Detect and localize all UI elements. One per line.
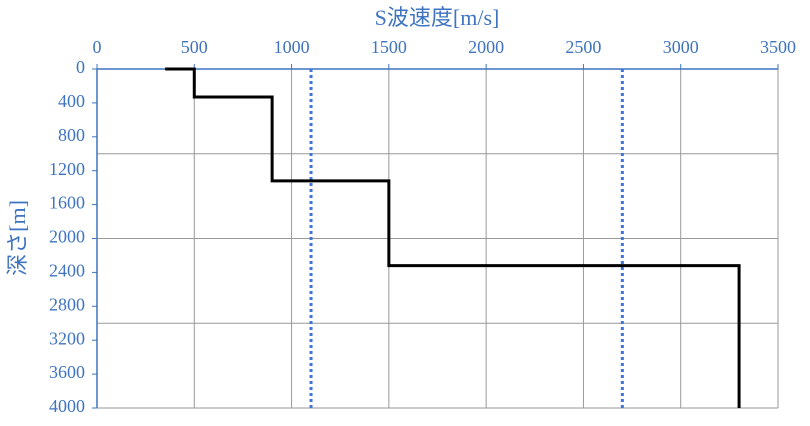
x-tick-label: 500 [181,37,208,57]
y-tick-label: 2800 [49,294,85,314]
x-tick-label: 3000 [663,37,699,57]
y-tick-label: 2400 [49,261,85,281]
y-tick-label: 400 [58,91,85,111]
x-tick-label: 2500 [565,37,601,57]
y-tick-label: 3600 [49,362,85,382]
x-tick-label: 1000 [274,37,310,57]
y-tick-label: 2000 [49,227,85,247]
y-tick-label: 0 [76,57,85,77]
x-tick-label: 0 [93,37,102,57]
x-tick-label: 3500 [760,37,796,57]
y-tick-label: 4000 [49,396,85,416]
chart-title: S波速度[m/s] [375,5,500,30]
y-tick-label: 3200 [49,328,85,348]
x-tick-label: 2000 [468,37,504,57]
y-tick-label: 1600 [49,193,85,213]
x-tick-label: 1500 [371,37,407,57]
data-line [165,67,741,408]
y-tick-label: 1200 [49,159,85,179]
y-tick-label: 800 [58,125,85,145]
y-axis-label: 深さ[m] [5,200,30,276]
